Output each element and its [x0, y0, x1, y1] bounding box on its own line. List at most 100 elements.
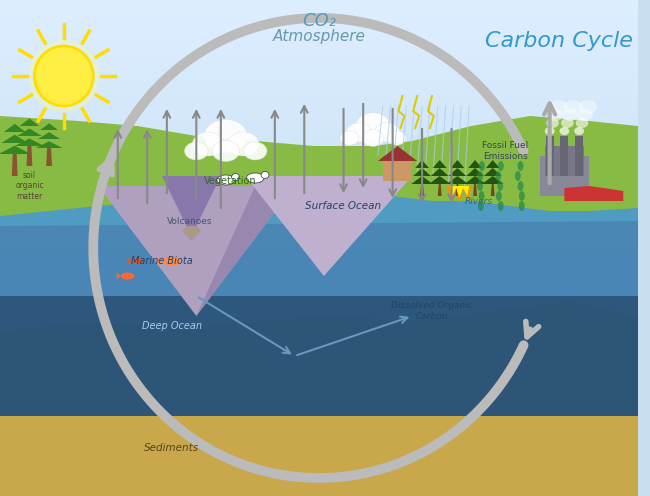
Text: Fossil Fuel
Emissions: Fossil Fuel Emissions [482, 141, 528, 161]
Ellipse shape [185, 142, 208, 160]
Ellipse shape [212, 140, 239, 162]
Ellipse shape [243, 142, 267, 160]
Ellipse shape [577, 109, 593, 121]
Ellipse shape [340, 131, 359, 145]
Polygon shape [429, 176, 450, 184]
Polygon shape [433, 160, 447, 168]
Polygon shape [411, 176, 433, 184]
Polygon shape [17, 128, 42, 136]
Polygon shape [466, 168, 484, 176]
Polygon shape [40, 123, 58, 130]
Polygon shape [564, 186, 623, 201]
Polygon shape [540, 156, 589, 196]
Polygon shape [450, 186, 469, 198]
Polygon shape [162, 176, 221, 236]
Ellipse shape [231, 174, 239, 181]
Ellipse shape [261, 172, 269, 179]
Polygon shape [0, 416, 638, 496]
Ellipse shape [131, 258, 143, 264]
Polygon shape [20, 119, 39, 126]
Text: Volcanoes: Volcanoes [166, 216, 212, 226]
Circle shape [34, 46, 93, 106]
Polygon shape [196, 186, 294, 316]
Ellipse shape [163, 256, 181, 265]
Ellipse shape [479, 181, 485, 191]
Ellipse shape [519, 191, 525, 201]
Polygon shape [12, 154, 18, 176]
Polygon shape [36, 141, 62, 148]
Polygon shape [413, 168, 431, 176]
Ellipse shape [346, 123, 371, 142]
Ellipse shape [500, 161, 506, 171]
Ellipse shape [514, 171, 520, 181]
Polygon shape [38, 132, 60, 139]
Ellipse shape [475, 191, 481, 201]
Polygon shape [4, 124, 25, 132]
Ellipse shape [545, 127, 554, 135]
Polygon shape [116, 272, 121, 280]
Text: Atmosphere: Atmosphere [272, 28, 365, 44]
Polygon shape [158, 256, 163, 265]
Polygon shape [15, 138, 44, 146]
Ellipse shape [548, 109, 564, 121]
Ellipse shape [204, 120, 248, 152]
Polygon shape [448, 168, 466, 176]
Ellipse shape [387, 131, 406, 145]
Polygon shape [491, 184, 495, 196]
Ellipse shape [560, 127, 569, 135]
Polygon shape [484, 168, 502, 176]
Polygon shape [486, 160, 500, 168]
Ellipse shape [227, 132, 259, 156]
Text: Sediments: Sediments [144, 443, 200, 453]
Polygon shape [383, 161, 412, 181]
Ellipse shape [519, 181, 525, 191]
Polygon shape [437, 184, 442, 196]
Polygon shape [0, 176, 638, 226]
Text: CO₂: CO₂ [302, 12, 336, 30]
Ellipse shape [561, 118, 574, 128]
Polygon shape [0, 296, 638, 416]
Polygon shape [473, 184, 477, 196]
Polygon shape [447, 186, 471, 204]
Polygon shape [27, 146, 32, 166]
Ellipse shape [578, 100, 597, 114]
Polygon shape [0, 146, 31, 154]
Polygon shape [128, 258, 131, 264]
Ellipse shape [374, 123, 400, 142]
Text: Rivers: Rivers [465, 196, 493, 205]
Polygon shape [482, 176, 504, 184]
Ellipse shape [562, 109, 578, 121]
Ellipse shape [574, 127, 584, 135]
Text: soil
organic
matter: soil organic matter [15, 171, 44, 201]
Polygon shape [575, 136, 583, 176]
Ellipse shape [356, 113, 390, 139]
Ellipse shape [362, 129, 384, 146]
Polygon shape [0, 301, 638, 496]
Ellipse shape [192, 132, 224, 156]
Polygon shape [431, 168, 448, 176]
Polygon shape [246, 176, 412, 276]
Ellipse shape [497, 201, 502, 211]
Polygon shape [447, 176, 468, 184]
Ellipse shape [576, 118, 588, 128]
Polygon shape [1, 135, 28, 143]
Ellipse shape [246, 173, 264, 183]
Polygon shape [450, 160, 464, 168]
Ellipse shape [479, 161, 485, 171]
Ellipse shape [495, 181, 501, 191]
Ellipse shape [121, 272, 135, 280]
Text: Carbon Cycle: Carbon Cycle [486, 31, 634, 51]
Ellipse shape [497, 171, 503, 181]
Ellipse shape [478, 201, 484, 211]
Text: Marine Biota: Marine Biota [131, 256, 193, 266]
Ellipse shape [518, 201, 524, 211]
Ellipse shape [479, 171, 486, 181]
Polygon shape [468, 160, 482, 168]
Polygon shape [456, 184, 460, 196]
Polygon shape [464, 176, 486, 184]
Text: Deep Ocean: Deep Ocean [142, 321, 202, 331]
Polygon shape [46, 148, 52, 166]
Ellipse shape [564, 100, 582, 114]
Polygon shape [181, 226, 202, 241]
Circle shape [29, 40, 99, 112]
